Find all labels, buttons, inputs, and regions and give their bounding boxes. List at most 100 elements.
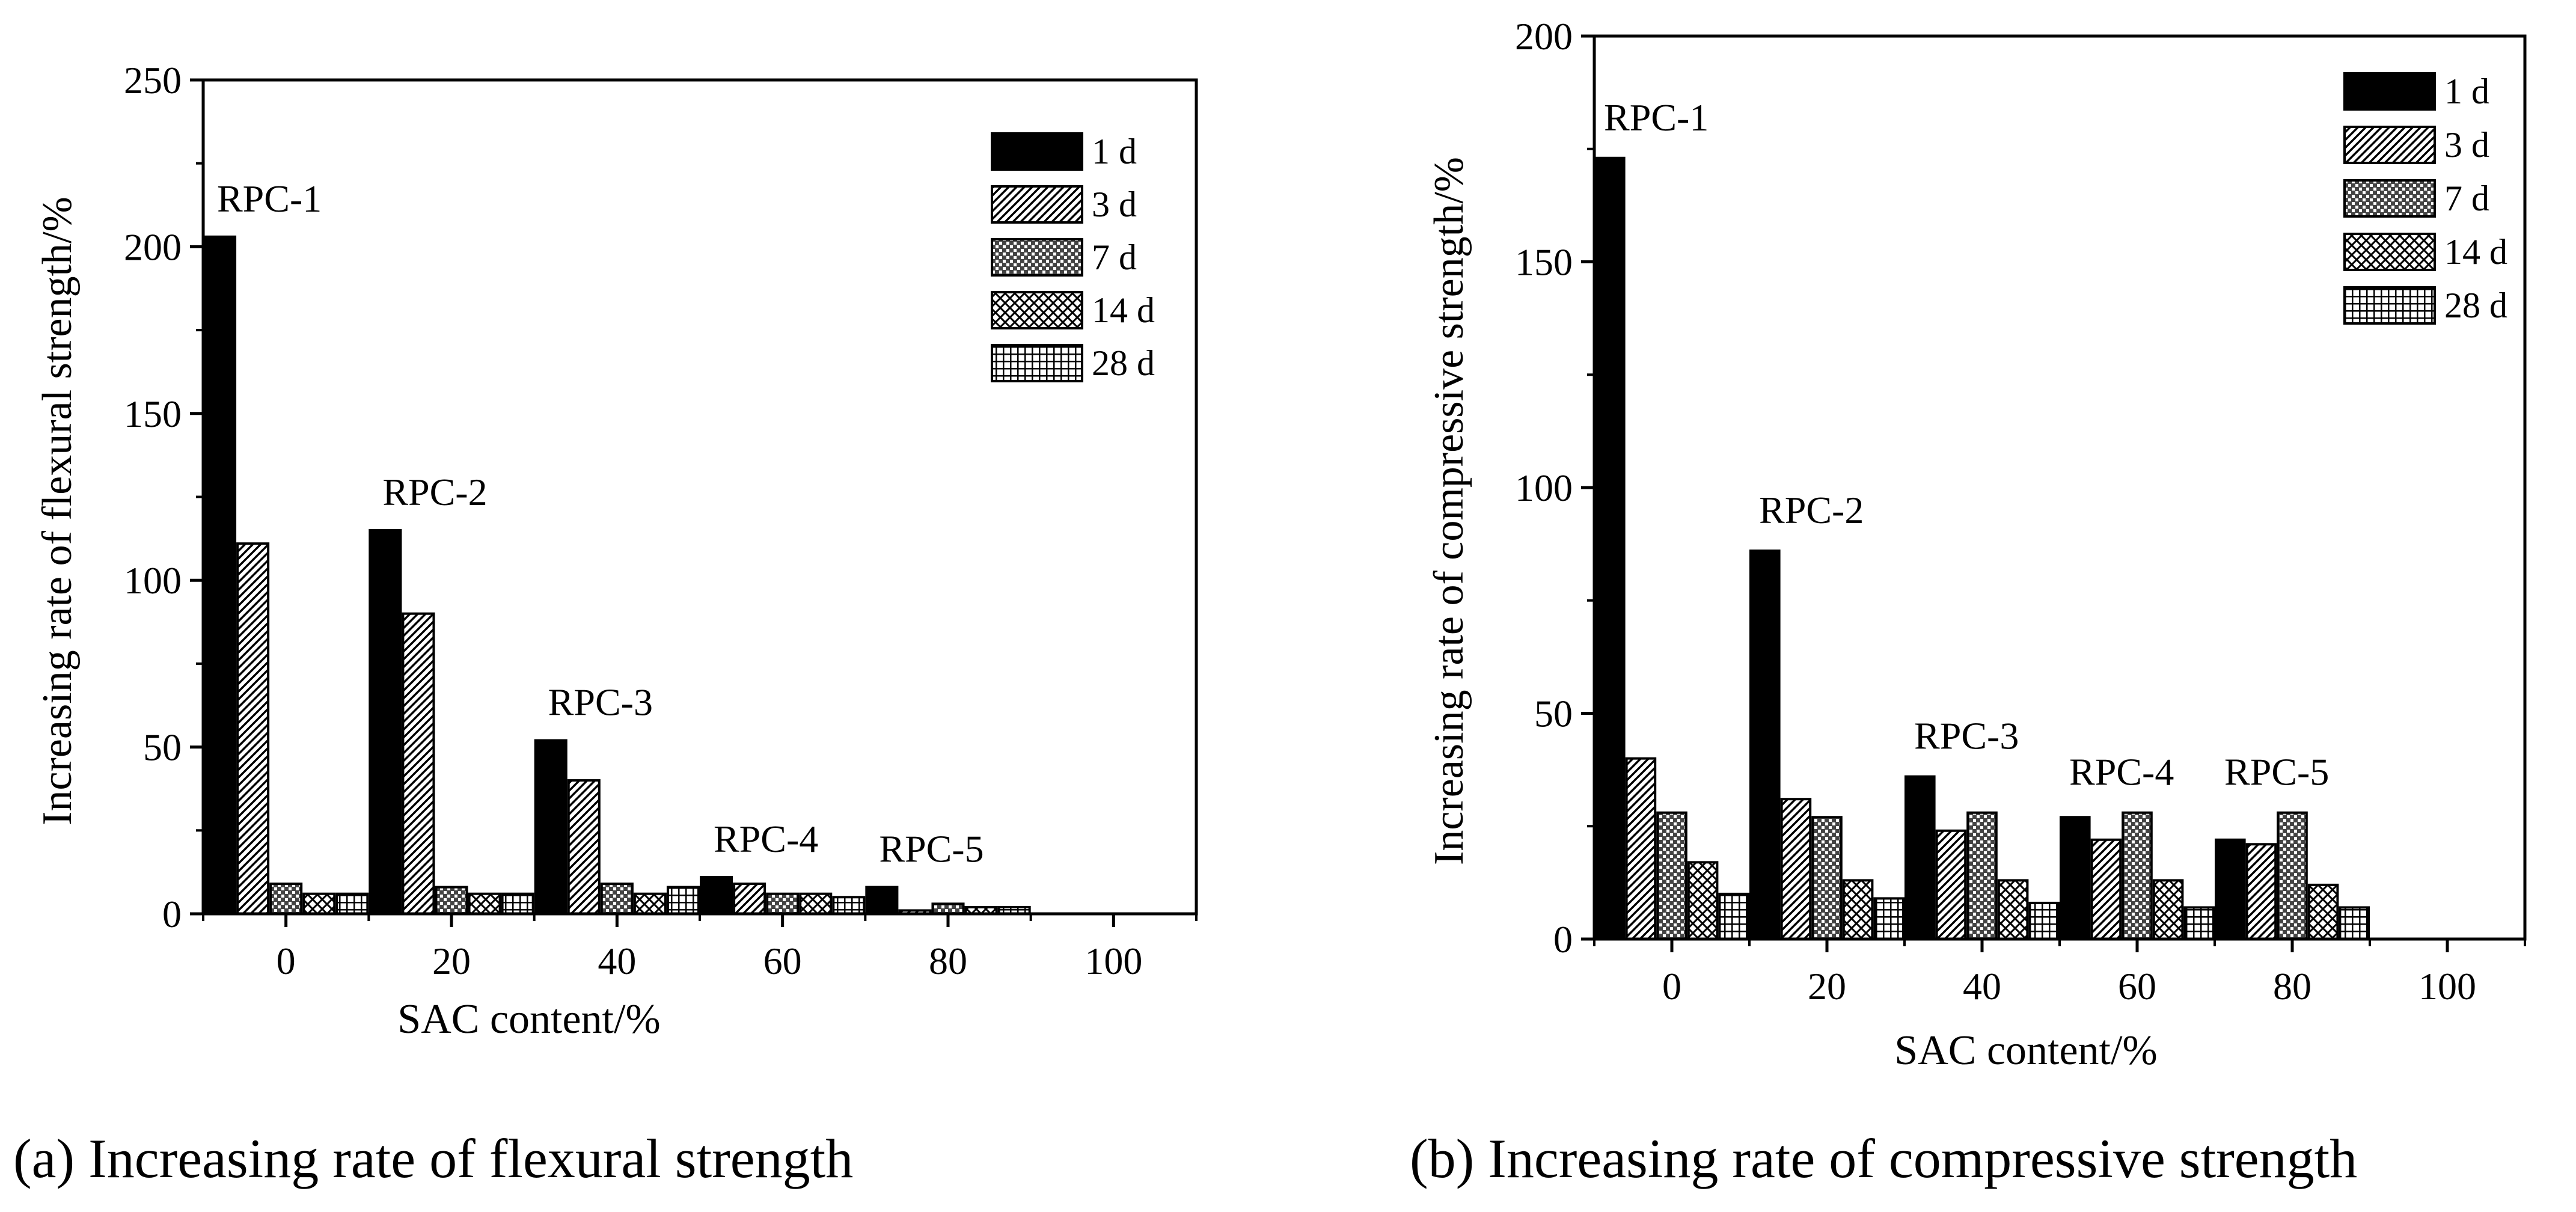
- y-axis-title: Increasing rate of compressive strength/…: [1426, 157, 1472, 865]
- bar-rpc-1-3d: [1625, 757, 1657, 940]
- y-tick-label: 0: [1553, 918, 1573, 961]
- bar-rpc-3-1d: [1904, 775, 1936, 940]
- bar-rpc-4-7d: [2122, 811, 2153, 940]
- y-axis-ticks: 0 50 100 150 200: [1515, 15, 1594, 961]
- bar-rpc-3-7d: [1966, 811, 1998, 940]
- bar-rpc-2-1d: [1749, 549, 1781, 940]
- bar-rpc-2-1d: [369, 528, 402, 915]
- legend-swatch: [2343, 286, 2436, 325]
- legend-label: 1 d: [1092, 132, 1137, 171]
- bar-rpc-1-14d: [1687, 861, 1719, 940]
- group-label: RPC-4: [2069, 751, 2174, 794]
- bar-rpc-3-3d: [567, 779, 601, 915]
- y-tick-label: 50: [1534, 693, 1573, 735]
- x-tick-label: 80: [2273, 965, 2311, 1008]
- bar-rpc-4-14d: [2152, 879, 2184, 940]
- bar-rpc-3-28d: [2028, 901, 2060, 941]
- x-tick-label: 40: [598, 940, 636, 982]
- x-tick-label: 60: [2118, 965, 2156, 1008]
- legend-swatch: [991, 344, 1083, 382]
- bar-rpc-5-1d: [865, 886, 899, 915]
- legend-swatch: [2343, 179, 2436, 218]
- bar-rpc-1-14d: [302, 892, 336, 916]
- bar-rpc-5-14d: [2307, 883, 2339, 941]
- bar-rpc-2-7d: [1811, 816, 1843, 940]
- bar-rpc-4-28d: [2183, 906, 2215, 941]
- bar-rpc-1-28d: [335, 892, 369, 916]
- bar-rpc-5-1d: [2215, 838, 2246, 941]
- x-axis-ticks: 0 20 40 60 80 100: [1593, 939, 2526, 1008]
- bar-rpc-4-7d: [766, 892, 800, 916]
- group-label: RPC-1: [1604, 96, 1709, 139]
- bar-rpc-2-3d: [1780, 798, 1812, 940]
- y-tick-label: 50: [143, 726, 182, 769]
- x-tick-label: 100: [1085, 940, 1142, 982]
- legend-swatch: [2343, 72, 2436, 111]
- figure-caption: (a) Increasing rate of flexural strength: [13, 1128, 853, 1189]
- bar-rpc-2-3d: [402, 612, 435, 915]
- bar-rpc-3-14d: [1997, 879, 2029, 940]
- x-tick-label: 60: [763, 940, 802, 982]
- legend-label: 7 d: [2444, 179, 2489, 218]
- group-label: RPC-3: [548, 681, 653, 724]
- x-tick-label: 80: [929, 940, 967, 982]
- legend-swatch: [991, 238, 1083, 277]
- figure-caption: (b) Increasing rate of compressive stren…: [1410, 1128, 2357, 1189]
- bar-rpc-4-3d: [733, 883, 766, 915]
- bar-rpc-1-3d: [236, 542, 270, 915]
- legend: 1 d 3 d 7 d 14 d 28 d: [991, 132, 1155, 383]
- legend-label: 28 d: [1092, 343, 1155, 383]
- x-tick-label: 20: [1808, 965, 1846, 1008]
- bar-rpc-3-3d: [1935, 829, 1967, 941]
- bar-rpc-4-14d: [799, 892, 833, 916]
- bar-rpc-4-1d: [700, 875, 733, 916]
- y-tick-label: 150: [1515, 241, 1573, 284]
- x-tick-label: 100: [2418, 965, 2476, 1008]
- legend-label: 3 d: [1092, 185, 1137, 224]
- bar-rpc-1-7d: [1656, 811, 1687, 940]
- bar-rpc-2-28d: [1873, 897, 1904, 941]
- y-tick-label: 100: [1515, 467, 1573, 509]
- bars-group: [1594, 156, 2370, 941]
- bar-rpc-4-1d: [2060, 816, 2091, 940]
- bar-rpc-2-7d: [435, 886, 468, 915]
- y-tick-label: 0: [162, 893, 182, 935]
- legend-swatch: [991, 291, 1083, 329]
- legend-label: 1 d: [2444, 72, 2489, 111]
- y-tick-label: 200: [1515, 15, 1573, 58]
- group-label: RPC-5: [879, 828, 984, 871]
- legend: 1 d 3 d 7 d 14 d 28 d: [2343, 72, 2507, 325]
- x-tick-label: 0: [1662, 965, 1681, 1008]
- bar-rpc-3-28d: [666, 886, 700, 915]
- bar-rpc-3-1d: [534, 739, 568, 916]
- bar-rpc-1-1d: [1594, 156, 1626, 940]
- group-labels: RPC-1 RPC-2 RPC-3 RPC-4 RPC-5: [217, 177, 984, 871]
- legend-label: 14 d: [2444, 232, 2507, 272]
- bar-rpc-3-7d: [600, 883, 634, 915]
- x-tick-label: 0: [277, 940, 296, 982]
- y-tick-label: 100: [124, 559, 182, 602]
- y-axis-ticks: 0 50 100 150 200 250: [124, 59, 203, 935]
- legend-swatch: [2343, 233, 2436, 271]
- group-label: RPC-1: [217, 177, 322, 220]
- group-labels: RPC-1 RPC-2 RPC-3 RPC-4 RPC-5: [1604, 96, 2329, 794]
- bar-rpc-5-7d: [2277, 811, 2308, 940]
- legend-swatch: [991, 132, 1083, 171]
- plot-frame: [1592, 34, 2527, 941]
- bar-rpc-1-1d: [203, 235, 237, 916]
- group-label: RPC-4: [714, 818, 818, 860]
- legend-label: 7 d: [1092, 237, 1137, 277]
- bars-group: [203, 235, 1031, 916]
- bar-rpc-2-28d: [501, 892, 534, 916]
- y-tick-label: 250: [124, 59, 182, 102]
- x-axis-ticks: 0 20 40 60 80 100: [202, 914, 1198, 982]
- x-axis-title: SAC content/%: [1894, 1027, 2157, 1074]
- group-label: RPC-5: [2224, 751, 2329, 794]
- y-tick-label: 150: [124, 393, 182, 435]
- x-tick-label: 40: [1963, 965, 2001, 1008]
- y-axis-title: Increasing rate of flexural strength/%: [34, 197, 81, 825]
- x-axis-title: SAC content/%: [397, 996, 660, 1042]
